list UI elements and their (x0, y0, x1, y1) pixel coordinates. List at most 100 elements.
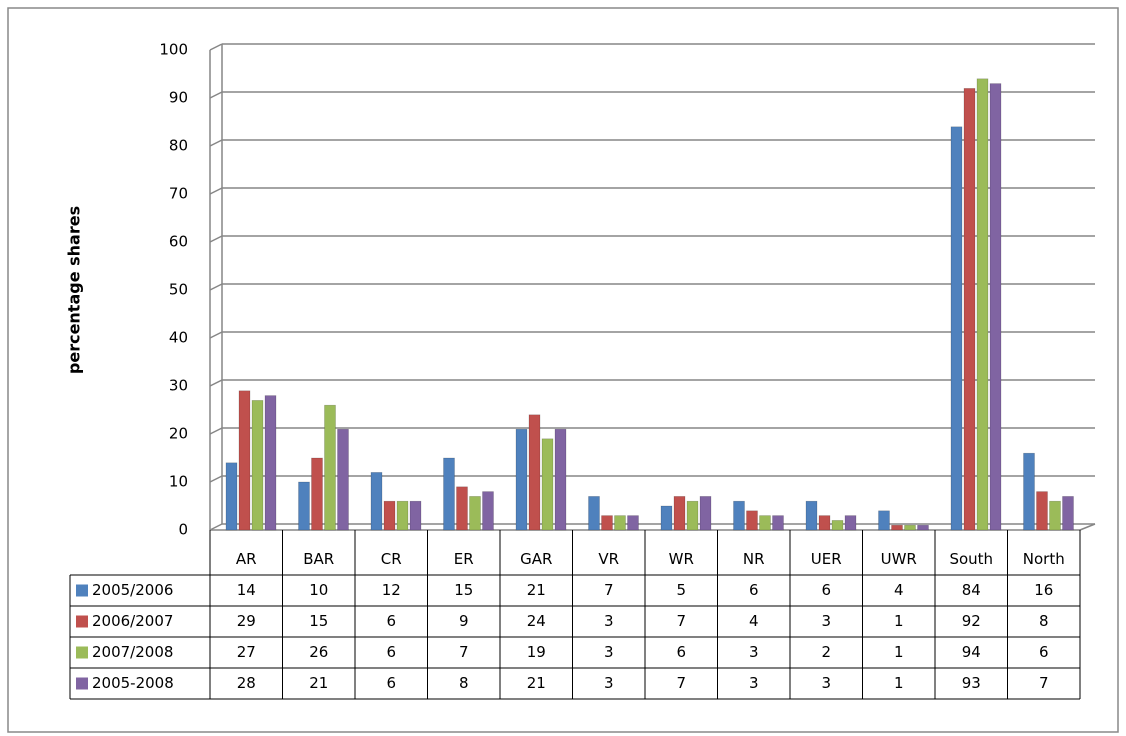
table-value: 16 (1034, 581, 1053, 599)
table-value: 2 (821, 643, 831, 661)
bar (396, 500, 409, 531)
bar (251, 400, 264, 531)
grid-line-side (209, 475, 223, 483)
grid-line-side (209, 91, 223, 99)
table-value: 8 (1039, 612, 1049, 630)
legend-swatch (76, 677, 88, 690)
table-value: 21 (527, 581, 546, 599)
table-value: 6 (1039, 643, 1049, 661)
table-value: 21 (527, 674, 546, 692)
table-value: 28 (237, 674, 256, 692)
grid-line-side (209, 331, 223, 339)
bar (976, 78, 989, 531)
bar (759, 515, 771, 531)
x-tick-label: CR (381, 550, 402, 568)
bar (264, 395, 277, 531)
y-tick-label: 20 (169, 425, 188, 443)
y-tick-label: 70 (169, 185, 188, 203)
legend-swatch (76, 646, 88, 659)
x-tick-label: South (949, 550, 993, 568)
table-value: 3 (749, 643, 759, 661)
bar (515, 428, 528, 531)
bar (456, 486, 468, 531)
legend-swatch (76, 615, 88, 628)
table-value: 1 (894, 674, 904, 692)
x-tick-label: GAR (520, 550, 552, 568)
legend-label: 2007/2008 (92, 643, 173, 661)
bar (1049, 500, 1061, 531)
legend-label: 2005/2006 (92, 581, 173, 599)
grid-line-side (209, 427, 223, 435)
table-value: 6 (386, 643, 396, 661)
grid-line-side (209, 283, 223, 291)
table-value: 94 (962, 643, 981, 661)
legend-label: 2006/2007 (92, 612, 173, 630)
bar (298, 481, 310, 531)
bar (660, 505, 673, 531)
grid-line-side (209, 187, 223, 195)
bar (891, 524, 903, 531)
bar (699, 496, 712, 531)
bar (818, 515, 831, 531)
legend-label: 2005-2008 (92, 674, 174, 692)
table-value: 15 (309, 612, 328, 630)
table-value: 8 (459, 674, 469, 692)
grid-line-side (209, 235, 223, 243)
bar (482, 491, 494, 531)
y-tick-label: 40 (169, 329, 188, 347)
table-value: 24 (527, 612, 546, 630)
bar (844, 515, 857, 531)
x-tick-label: VR (598, 550, 619, 568)
table-value: 1 (894, 643, 904, 661)
table-value: 3 (604, 643, 614, 661)
table-value: 5 (676, 581, 686, 599)
bar (588, 496, 600, 531)
x-tick-label: North (1023, 550, 1065, 568)
bar (311, 457, 323, 531)
table-value: 4 (894, 581, 904, 599)
floor-edge-right (1079, 523, 1096, 531)
table-value: 3 (821, 612, 831, 630)
y-tick-label: 60 (169, 233, 188, 251)
bar (238, 390, 251, 531)
table-value: 29 (237, 612, 256, 630)
table-value: 7 (459, 643, 469, 661)
bar (673, 496, 686, 531)
chart-frame (7, 7, 1119, 733)
bar (1062, 496, 1074, 531)
table-value: 3 (749, 674, 759, 692)
table-value: 21 (309, 674, 328, 692)
y-tick-label: 10 (169, 473, 188, 491)
table-value: 7 (676, 674, 686, 692)
bar (989, 83, 1002, 531)
bar (554, 428, 567, 531)
bar (409, 500, 422, 531)
x-tick-label: UER (811, 550, 842, 568)
bar (528, 414, 541, 531)
bar (324, 404, 336, 531)
table-value: 14 (237, 581, 256, 599)
table-value: 6 (386, 674, 396, 692)
table-value: 3 (604, 674, 614, 692)
table-value: 26 (309, 643, 328, 661)
bar (1036, 491, 1048, 531)
table-value: 1 (894, 612, 904, 630)
y-tick-label: 30 (169, 377, 188, 395)
grid-line-side (209, 523, 223, 531)
bar (963, 88, 976, 531)
bar (746, 510, 758, 531)
table-value: 6 (676, 643, 686, 661)
grid-line-side (209, 139, 223, 147)
grid-line-side (209, 43, 223, 51)
table-value: 7 (1039, 674, 1049, 692)
y-tick-label: 0 (178, 521, 188, 539)
bar (1023, 452, 1035, 531)
bar (443, 457, 455, 531)
x-tick-label: WR (669, 550, 694, 568)
x-tick-label: UWR (881, 550, 917, 568)
table-value: 15 (454, 581, 473, 599)
y-tick-label: 90 (169, 89, 188, 107)
y-axis-label: percentage shares (65, 206, 84, 374)
y-tick-label: 100 (159, 41, 188, 59)
